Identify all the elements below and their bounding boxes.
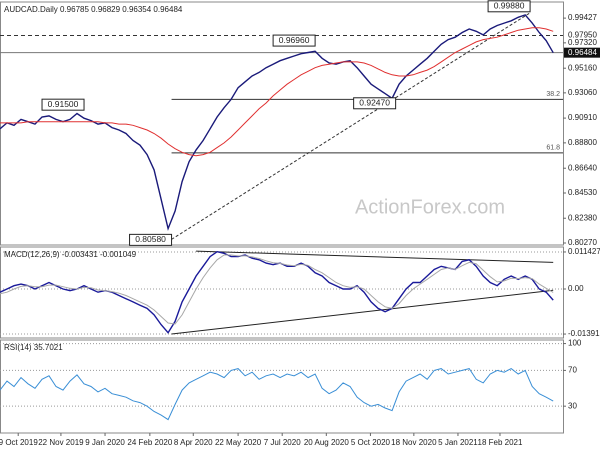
annotation-label: 0.80580: [135, 234, 166, 244]
series-line: [0, 254, 554, 325]
trendline: [196, 250, 554, 263]
y-tick-label: 0.90910: [568, 113, 597, 122]
trendline: [171, 289, 554, 335]
y-tick-label: 0.97320: [568, 38, 597, 47]
annotation-box: [353, 97, 397, 110]
level-label: 0.97950: [568, 31, 597, 40]
fib-label: 38.2: [546, 91, 560, 98]
x-tick-label: 8 Apr 2020: [174, 438, 213, 447]
annotation-label: 0.91500: [48, 99, 79, 109]
series-line: [0, 250, 554, 334]
annotation-label: 0.99880: [494, 1, 525, 11]
x-tick-label: 18 Nov 2020: [391, 438, 437, 447]
y-tick-label: 0.93060: [568, 88, 597, 97]
x-tick-label: 24 Feb 2020: [127, 438, 172, 447]
y-tick-label: -0.01391: [568, 329, 600, 338]
y-tick-label: 0.80270: [568, 238, 597, 247]
y-tick-label: 100: [568, 339, 582, 348]
panel-title: AUDCAD.Daily 0.96785 0.96829 0.96354 0.9…: [4, 5, 183, 14]
panel-frame: [0, 246, 564, 339]
level-label: 0.96484: [568, 48, 597, 57]
y-tick-label: 0.00: [568, 284, 584, 293]
annotation-label: 0.92470: [359, 98, 390, 108]
x-tick-label: 5 Jan 2021: [438, 438, 478, 447]
series-line: [0, 14, 554, 231]
series-line: [0, 368, 554, 421]
x-tick-label: 5 Oct 2020: [351, 438, 391, 447]
x-tick-label: 9 Jan 2020: [85, 438, 125, 447]
y-tick-label: 0.84530: [568, 188, 597, 197]
series-line: [0, 27, 554, 157]
y-tick-label: 0.011427: [568, 247, 600, 256]
annotation-box: [487, 0, 531, 13]
y-tick-label: 0.88800: [568, 138, 597, 147]
annotation-box: [272, 34, 316, 47]
x-tick-label: 7 Jul 2020: [264, 438, 301, 447]
x-tick-label: 20 Aug 2020: [304, 438, 349, 447]
y-tick-label: 30: [568, 401, 577, 410]
x-tick-label: 22 Nov 2019: [38, 438, 84, 447]
x-tick-label: 22 May 2020: [215, 438, 262, 447]
panel-frame: [0, 339, 564, 434]
annotation-box: [41, 98, 85, 111]
y-tick-label: 70: [568, 366, 577, 375]
y-tick-label: 0.99427: [568, 13, 597, 22]
annotation-box: [129, 233, 173, 246]
price-box: [564, 47, 600, 58]
y-tick-label: 0.95160: [568, 63, 597, 72]
panel-title: MACD(12,26,9) -0.003431 -0.001049: [4, 250, 137, 259]
annotation-label: 0.96960: [279, 35, 310, 45]
watermark: ActionForex.com: [355, 196, 505, 218]
fib-label: 61.8: [546, 145, 560, 152]
trendline: [171, 12, 531, 240]
x-tick-label: 18 Feb 2021: [478, 438, 523, 447]
y-tick-label: 0.82380: [568, 213, 597, 222]
y-tick-label: 0.86640: [568, 163, 597, 172]
panel-frame: [0, 1, 564, 246]
x-tick-label: 9 Oct 2019: [0, 438, 38, 447]
panel-title: RSI(14) 35.7021: [4, 343, 63, 352]
